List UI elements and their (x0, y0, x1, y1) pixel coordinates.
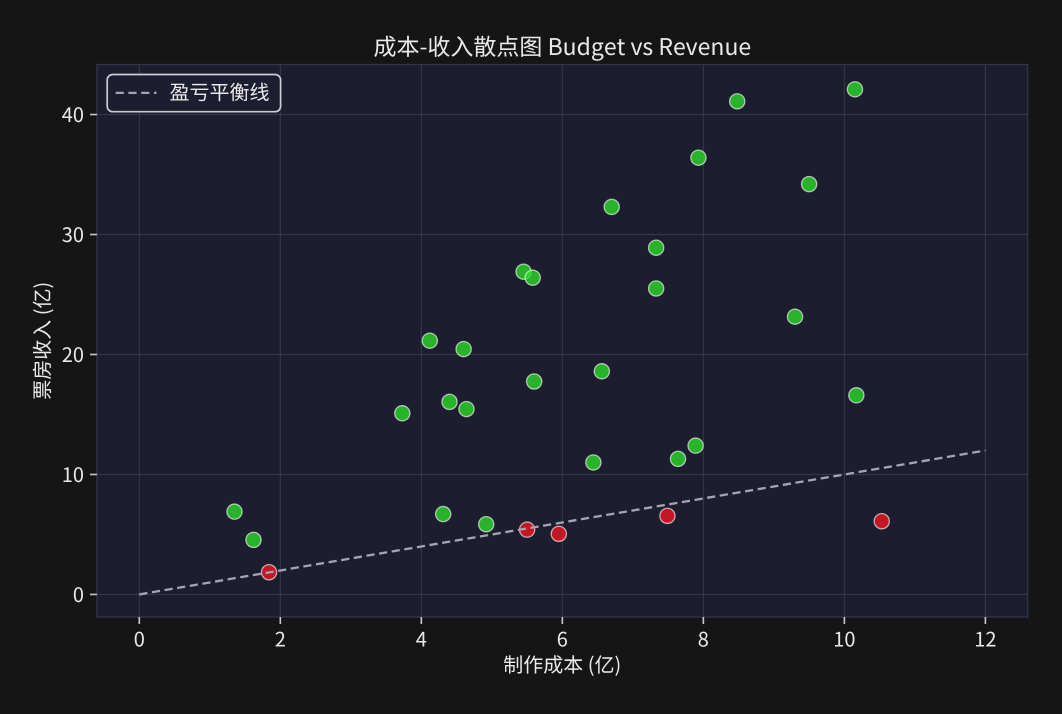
legend-box (106, 73, 282, 113)
breakeven-line (139, 449, 986, 596)
loss-movies-point (550, 525, 568, 543)
y-tick-label: 30 (62, 219, 84, 248)
chart-title: 成本-收入散点图 Budget vs Revenue (373, 28, 751, 62)
profitable-movies-point (441, 393, 458, 411)
profitable-movies-point (585, 454, 602, 471)
profitable-movies-point (245, 531, 262, 549)
profitable-movies-point (524, 269, 541, 286)
profitable-movies-point (846, 81, 864, 98)
x-tick-label: 4 (416, 624, 427, 653)
loss-movies-point (659, 507, 676, 525)
profitable-movies-point (687, 437, 704, 454)
x-tick-label: 10 (833, 624, 855, 653)
profitable-movies-point (786, 308, 804, 325)
breakeven-line-layer (139, 449, 986, 596)
profitable-movies-point (434, 505, 452, 523)
profitable-movies-point (593, 363, 611, 380)
profitable-movies-point (647, 280, 665, 297)
legend-item-label: 盈亏平衡线 (170, 76, 270, 105)
loss-movies-point (873, 513, 890, 530)
profitable-movies-point (728, 93, 746, 110)
profitable-movies-point (848, 387, 865, 404)
profitable-movies-point (669, 450, 687, 468)
profitable-movies-point (800, 175, 818, 193)
y-axis-label: 票房收入 (亿) (27, 282, 56, 400)
x-tick-label: 2 (275, 624, 286, 653)
y-tick-label: 20 (62, 339, 84, 368)
profitable-movies-point (458, 400, 475, 418)
profitable-movies-point (421, 332, 439, 349)
profitable-movies-point (477, 516, 495, 533)
x-axis-label: 制作成本 (亿) (503, 649, 621, 678)
profitable-movies-point (226, 503, 243, 520)
x-tick-label: 6 (557, 624, 568, 653)
x-tick-label: 12 (974, 624, 996, 653)
x-tick-label: 8 (698, 624, 709, 653)
y-tick-label: 0 (73, 579, 84, 608)
legend: 盈亏平衡线 (106, 73, 282, 113)
profitable-movies-point (394, 405, 411, 422)
profitable-movies-point (525, 373, 543, 390)
x-tick-label: 0 (134, 624, 145, 653)
axis-ticks-layer (90, 113, 987, 624)
tick-labels-layer: 0 2 4 6 8 10 12 0 10 20 30 40 (62, 99, 997, 652)
profitable-movies-point (603, 198, 620, 216)
profitable-movies-point (690, 149, 707, 166)
y-tick-label: 10 (62, 459, 84, 488)
profitable-movies-point (455, 340, 472, 358)
y-tick-label: 40 (62, 99, 84, 128)
profitable-movies-point (647, 239, 665, 256)
